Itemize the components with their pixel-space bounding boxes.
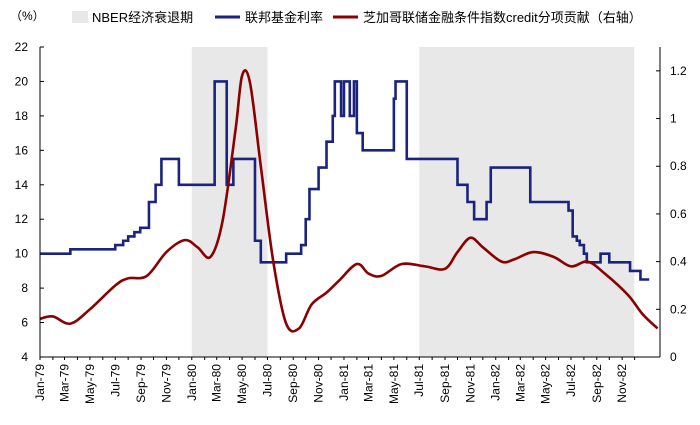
x-tick-label: Nov-79 bbox=[159, 364, 173, 403]
legend-label-fed-funds: 联邦基金利率 bbox=[245, 10, 323, 25]
right-tick-label: 1.2 bbox=[670, 64, 687, 78]
recession-band-2 bbox=[419, 47, 635, 357]
x-tick-label: Sep-79 bbox=[134, 364, 148, 403]
left-tick-label: 16 bbox=[15, 143, 29, 157]
series-line-credit-contribution bbox=[39, 69, 659, 333]
x-tick-label: Jul-82 bbox=[564, 364, 578, 397]
right-tick-label: 0.4 bbox=[670, 255, 687, 269]
x-tick-label: Sep-82 bbox=[590, 364, 604, 403]
right-tick-label: 0.6 bbox=[670, 207, 687, 221]
x-tick-label: Mar-79 bbox=[58, 364, 72, 402]
legend: NBER经济衰退期 联邦基金利率 芝加哥联储金融条件指数credit分项贡献（右… bbox=[72, 10, 642, 25]
left-tick-label: 6 bbox=[21, 316, 28, 330]
x-tick-label: May-79 bbox=[83, 364, 97, 404]
x-tick-label: Jan-79 bbox=[33, 364, 47, 401]
x-tick-label: Sep-81 bbox=[438, 364, 452, 403]
right-axis-ticks: 0 0.2 0.4 0.6 0.8 1 1.2 bbox=[656, 64, 687, 364]
x-tick-label: Mar-81 bbox=[362, 364, 376, 402]
right-tick-label: 0 bbox=[670, 350, 677, 364]
right-tick-label: 1 bbox=[670, 112, 677, 126]
x-tick-label: Sep-80 bbox=[286, 364, 300, 403]
x-tick-label: May-82 bbox=[539, 364, 553, 404]
x-tick-label: May-81 bbox=[387, 364, 401, 404]
x-tick-label: Mar-82 bbox=[513, 364, 527, 402]
right-tick-label: 0.8 bbox=[670, 159, 687, 173]
left-axis-unit: （%） bbox=[10, 9, 45, 23]
recession-bands bbox=[191, 47, 635, 357]
x-tick-label: Jul-79 bbox=[108, 364, 122, 397]
legend-label-credit: 芝加哥联储金融条件指数credit分项贡献（右轴） bbox=[363, 10, 642, 25]
left-tick-label: 22 bbox=[15, 40, 29, 54]
left-tick-label: 10 bbox=[15, 247, 29, 261]
x-tick-label: Nov-82 bbox=[615, 364, 629, 403]
left-tick-label: 18 bbox=[15, 109, 29, 123]
x-axis-ticks: Jan-79 Mar-79 May-79 Jul-79 Sep-79 Nov-79 Jan-… bbox=[33, 357, 636, 404]
legend-swatch-recession bbox=[72, 11, 88, 23]
left-tick-label: 4 bbox=[21, 350, 28, 364]
x-tick-label: Nov-80 bbox=[312, 364, 326, 403]
x-tick-label: Mar-80 bbox=[210, 364, 224, 402]
series-line-fed-funds-rate bbox=[40, 80, 650, 281]
legend-label-recession: NBER经济衰退期 bbox=[92, 10, 193, 25]
x-tick-label: Jan-81 bbox=[337, 364, 351, 401]
right-tick-label: 0.2 bbox=[670, 302, 687, 316]
x-tick-label: Jan-82 bbox=[489, 364, 503, 401]
left-tick-label: 20 bbox=[15, 74, 29, 88]
x-tick-label: Jan-80 bbox=[185, 364, 199, 401]
left-tick-label: 12 bbox=[15, 212, 29, 226]
x-tick-label: Jul-80 bbox=[260, 364, 274, 397]
left-tick-label: 8 bbox=[21, 281, 28, 295]
left-tick-label: 14 bbox=[15, 178, 29, 192]
x-tick-label: May-80 bbox=[235, 364, 249, 404]
x-tick-label: Jul-81 bbox=[412, 364, 426, 397]
x-tick-label: Nov-81 bbox=[463, 364, 477, 403]
